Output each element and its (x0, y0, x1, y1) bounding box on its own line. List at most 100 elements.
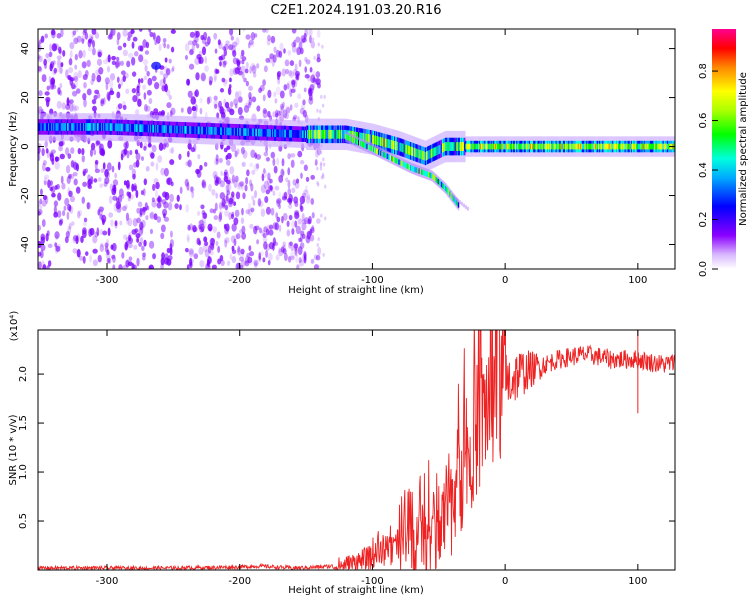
line-core (306, 129, 308, 139)
branch-core (366, 143, 368, 150)
bottom-x-tick-label: -100 (361, 576, 384, 587)
branch-core (405, 163, 408, 169)
noise-blob (135, 233, 141, 239)
noise-blob (143, 145, 147, 151)
line-core (129, 123, 132, 132)
branch-core (384, 152, 386, 158)
line-core (516, 143, 518, 150)
line-core (127, 123, 130, 132)
line-core (213, 127, 216, 135)
line-core (261, 128, 263, 137)
line-core (97, 123, 100, 131)
line-core (635, 143, 637, 150)
line-core (94, 123, 97, 131)
noise-blob (220, 54, 226, 61)
line-core (360, 132, 362, 142)
noise-blob (313, 81, 316, 86)
noise-blob (275, 212, 279, 219)
noise-blob (148, 240, 155, 249)
noise-blob (242, 29, 246, 32)
noise-blob (74, 53, 78, 61)
noise-blob (54, 185, 58, 190)
noise-blob (263, 167, 266, 174)
noise-blob (151, 144, 157, 153)
noise-blob (250, 62, 256, 71)
noise-blob (139, 236, 144, 244)
noise-blob (313, 254, 318, 261)
line-core (241, 128, 243, 136)
line-core (528, 143, 531, 150)
bottom-y-tick-label: 1.5 (18, 415, 29, 431)
line-core (485, 143, 487, 150)
noise-blob (143, 103, 148, 112)
line-core (152, 124, 154, 133)
line-core (372, 135, 375, 144)
branch-core (383, 152, 385, 158)
noise-blob (109, 80, 114, 89)
noise-blob (291, 45, 297, 53)
colorbar-tick-label: 0.4 (698, 162, 709, 178)
noise-blob (258, 87, 263, 94)
noise-blob (96, 74, 102, 83)
line-core (120, 123, 122, 132)
noise-blob (284, 58, 290, 67)
noise-blob (317, 82, 321, 89)
line-core (370, 134, 373, 144)
noise-blob (44, 91, 50, 96)
noise-blob (305, 176, 310, 182)
line-core (200, 126, 203, 135)
noise-blob (236, 66, 242, 71)
noise-blob (282, 101, 285, 108)
branch-core (358, 139, 360, 146)
noise-blob (237, 106, 243, 116)
line-core (660, 143, 662, 150)
line-core (403, 144, 406, 153)
line-core (537, 143, 539, 150)
noise-blob (294, 102, 299, 108)
noise-blob (279, 90, 285, 99)
noise-blob (83, 220, 87, 227)
noise-blob (43, 58, 48, 66)
noise-blob (300, 172, 303, 179)
noise-blob (290, 88, 296, 94)
line-core (104, 123, 106, 131)
noise-blob (120, 153, 124, 161)
noise-blob (229, 178, 236, 185)
noise-blob (220, 259, 225, 267)
line-core (668, 143, 670, 150)
line-core (662, 143, 665, 150)
noise-blob (322, 157, 325, 162)
noise-blob (279, 42, 284, 51)
line-core (308, 129, 310, 139)
line-core (548, 143, 550, 150)
noise-blob (288, 203, 293, 209)
noise-blob (273, 46, 277, 54)
noise-blob (230, 35, 234, 41)
noise-blob (51, 158, 55, 165)
line-core (663, 143, 666, 150)
line-core (49, 123, 51, 131)
noise-blob (65, 230, 70, 239)
noise-blob (89, 148, 93, 157)
noise-blob (189, 48, 195, 55)
noise-blob (162, 37, 167, 43)
top-x-tick-label: -200 (228, 275, 251, 286)
noise-blob (60, 62, 64, 68)
noise-blob (187, 40, 194, 46)
noise-blob (320, 175, 324, 180)
line-core (590, 143, 592, 150)
line-core (239, 128, 241, 136)
noise-blob (295, 36, 301, 43)
noise-blob (99, 244, 105, 252)
line-core (266, 129, 269, 137)
noise-blob (314, 77, 319, 85)
noise-blob (233, 179, 238, 189)
noise-blob (248, 39, 254, 46)
noise-blob (125, 88, 130, 95)
noise-blob (119, 220, 123, 226)
line-core (148, 124, 151, 133)
branch-core (457, 202, 460, 208)
line-core (280, 129, 282, 138)
line-core (627, 143, 630, 150)
line-core (123, 123, 125, 132)
